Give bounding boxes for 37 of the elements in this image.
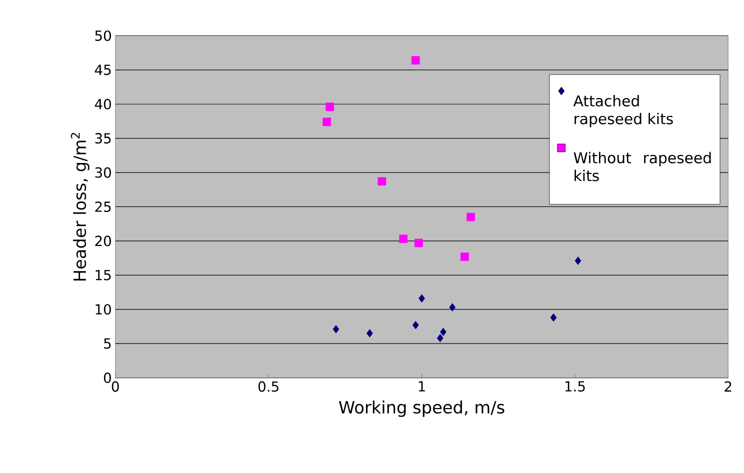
legend-label: Attached rapeseed kits (573, 95, 673, 128)
point (574, 256, 582, 265)
point (460, 252, 469, 261)
y-tick-label: 5 (104, 338, 111, 349)
y-tick-label: 30 (95, 167, 111, 178)
point (436, 334, 444, 342)
y-tick-label: 45 (94, 64, 111, 76)
y-tick-label: 15 (96, 270, 111, 280)
point (378, 177, 386, 186)
point (326, 102, 334, 112)
y-tick-label: 10 (96, 304, 111, 315)
y-axis-title: Header loss, g/m$^{2}$ (70, 133, 90, 281)
x-tick-label: 0 (112, 381, 119, 392)
x-axis-title: Working speed, m/s (339, 400, 504, 417)
point (399, 234, 408, 244)
y-tick-label: 20 (95, 236, 111, 246)
y-tick-label: 0 (104, 372, 111, 384)
point (550, 313, 557, 322)
y-tick-label: 50 (95, 30, 111, 41)
point (412, 320, 419, 330)
x-tick-label: 0.5 (258, 381, 278, 392)
y-tick-label: 25 (95, 201, 111, 212)
legend-label: Without rapeseed kits (574, 152, 711, 182)
point (332, 325, 340, 334)
x-tick-label: 1.5 (565, 381, 585, 392)
point (322, 118, 331, 126)
y-tick-label: 40 (94, 98, 111, 110)
x-tick-label: 2 (724, 381, 732, 392)
point (366, 329, 373, 338)
y-tick-label: 35 (95, 133, 111, 144)
point (466, 212, 475, 222)
x-tick-label: 1 (418, 381, 425, 392)
point (411, 56, 420, 65)
point (449, 303, 456, 312)
point (414, 238, 423, 248)
point (440, 328, 446, 336)
point (418, 294, 425, 303)
